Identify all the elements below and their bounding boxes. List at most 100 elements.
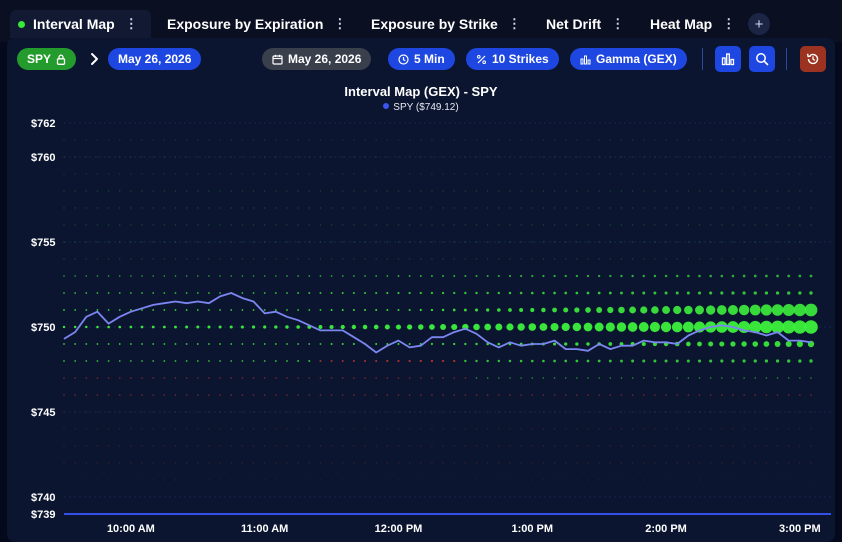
gex-bubble bbox=[196, 360, 199, 362]
gex-bubble bbox=[297, 292, 300, 294]
gex-bubble bbox=[732, 258, 734, 260]
gex-bubble bbox=[208, 190, 210, 192]
gex-bubble bbox=[509, 207, 511, 209]
tab-heat-map[interactable]: Heat Map ⋮ bbox=[642, 10, 735, 38]
gex-bubble bbox=[810, 411, 812, 413]
gex-bubble bbox=[397, 377, 400, 379]
gex-bubble bbox=[353, 224, 355, 226]
gex-bubble bbox=[732, 377, 734, 379]
gex-bubble bbox=[709, 156, 712, 158]
gex-bubble bbox=[709, 462, 712, 464]
tab-exposure-by-expiration[interactable]: Exposure by Expiration ⋮ bbox=[159, 10, 346, 38]
gex-bubble bbox=[207, 325, 211, 329]
date-pill[interactable]: May 26, 2026 bbox=[108, 48, 202, 70]
gex-bubble bbox=[442, 428, 444, 430]
gex-bubble bbox=[119, 190, 121, 192]
gex-bubble bbox=[342, 139, 344, 141]
gex-bubble bbox=[565, 241, 567, 243]
gex-bubble bbox=[330, 224, 333, 226]
date-picker-button[interactable]: May 26, 2026 bbox=[262, 48, 372, 70]
gex-bubble bbox=[230, 275, 233, 277]
gex-bubble bbox=[431, 156, 433, 158]
gex-bubble bbox=[654, 462, 656, 464]
gex-bubble bbox=[119, 445, 121, 447]
gex-bubble bbox=[642, 377, 645, 379]
gex-bubble bbox=[397, 479, 400, 481]
gex-bubble bbox=[705, 305, 716, 315]
tab-exposure-by-strike[interactable]: Exposure by Strike ⋮ bbox=[363, 10, 521, 38]
interval-button[interactable]: 5 Min bbox=[388, 48, 455, 70]
gex-bubble bbox=[107, 241, 110, 243]
gex-bubble bbox=[408, 445, 411, 447]
gex-bubble bbox=[386, 445, 389, 447]
add-tab-button[interactable]: + bbox=[748, 13, 770, 35]
gex-bubble bbox=[141, 309, 143, 311]
chart-type-button[interactable] bbox=[715, 46, 741, 72]
tab-net-drift[interactable]: Net Drift ⋮ bbox=[538, 10, 624, 38]
gex-bubble bbox=[174, 207, 177, 209]
gex-bubble bbox=[140, 325, 144, 329]
gex-bubble bbox=[297, 462, 299, 464]
tab-interval-map[interactable]: Interval Map ⋮ bbox=[10, 10, 151, 38]
gex-bubble bbox=[152, 241, 154, 243]
gex-bubble bbox=[765, 462, 768, 464]
gex-bubble bbox=[96, 139, 99, 141]
gex-bubble bbox=[163, 445, 166, 447]
gex-bubble bbox=[598, 258, 600, 260]
kebab-menu-icon[interactable]: ⋮ bbox=[722, 16, 736, 31]
gex-bubble bbox=[464, 377, 467, 379]
gex-bubble bbox=[441, 342, 445, 346]
kebab-menu-icon[interactable]: ⋮ bbox=[611, 16, 625, 31]
gex-bubble bbox=[352, 309, 355, 311]
gex-bubble bbox=[631, 377, 634, 379]
gex-bubble bbox=[598, 241, 600, 243]
gex-bubble bbox=[185, 241, 188, 243]
gex-bubble bbox=[430, 291, 434, 295]
gex-bubble bbox=[620, 479, 623, 481]
gex-bubble bbox=[475, 258, 478, 260]
gex-bubble bbox=[776, 173, 779, 175]
gex-bubble bbox=[760, 320, 773, 334]
reset-button[interactable] bbox=[800, 46, 826, 72]
gex-bubble bbox=[620, 359, 623, 363]
kebab-menu-icon[interactable]: ⋮ bbox=[333, 16, 347, 31]
gex-bubble bbox=[152, 224, 154, 226]
gex-bubble bbox=[607, 306, 614, 314]
gex-bubble bbox=[263, 139, 266, 141]
gex-bubble bbox=[631, 258, 634, 260]
gex-bubble bbox=[342, 190, 344, 192]
gex-bubble bbox=[788, 462, 790, 464]
ticker-pill[interactable]: SPY bbox=[17, 48, 77, 70]
gex-bubble bbox=[119, 428, 121, 430]
gex-bubble bbox=[453, 156, 455, 158]
gex-bubble bbox=[765, 207, 768, 209]
gex-bubble bbox=[640, 306, 648, 314]
gex-bubble bbox=[107, 224, 110, 226]
gex-bubble bbox=[241, 394, 244, 396]
gex-bubble bbox=[185, 377, 188, 379]
gex-bubble bbox=[531, 190, 533, 192]
gex-bubble bbox=[63, 445, 65, 447]
gex-bubble bbox=[754, 411, 756, 413]
zoom-button[interactable] bbox=[749, 46, 775, 72]
greek-button[interactable]: Gamma (GEX) bbox=[570, 48, 687, 70]
gex-bubble bbox=[174, 275, 177, 277]
gex-bubble bbox=[375, 190, 377, 192]
gex-bubble bbox=[107, 139, 110, 141]
history-icon bbox=[806, 53, 819, 65]
gex-bubble bbox=[743, 394, 745, 396]
gex-bubble bbox=[698, 258, 701, 260]
kebab-menu-icon[interactable]: ⋮ bbox=[124, 16, 138, 31]
gex-bubble bbox=[196, 377, 199, 379]
gex-bubble bbox=[653, 274, 657, 278]
gex-bubble bbox=[241, 190, 244, 192]
kebab-menu-icon[interactable]: ⋮ bbox=[507, 16, 521, 31]
gex-bubble bbox=[776, 224, 779, 226]
gex-bubble bbox=[85, 428, 87, 430]
chart-legend[interactable]: SPY ($749.12) bbox=[0, 102, 842, 113]
gex-bubble bbox=[420, 411, 422, 413]
gex-bubble bbox=[653, 359, 657, 363]
strikes-button[interactable]: 10 Strikes bbox=[466, 48, 559, 70]
gex-bubble bbox=[609, 258, 612, 260]
